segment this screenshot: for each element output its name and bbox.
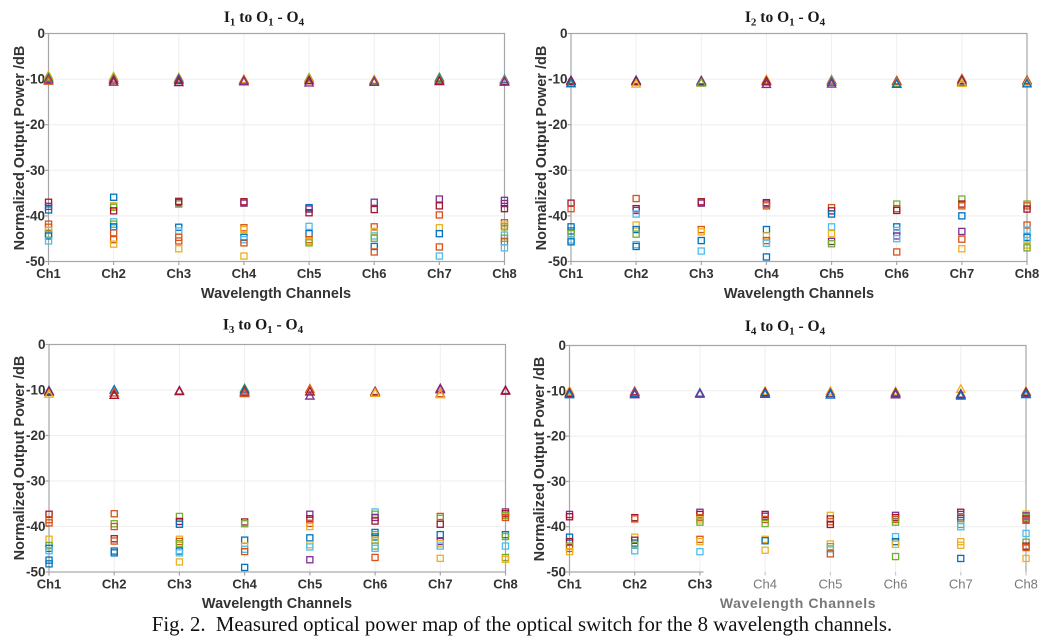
svg-text:-20: -20	[25, 117, 45, 132]
svg-text:Ch4: Ch4	[754, 266, 779, 281]
svg-text:Ch6: Ch6	[884, 266, 909, 281]
svg-text:Ch2: Ch2	[102, 577, 127, 592]
svg-text:Ch4: Ch4	[232, 577, 257, 592]
svg-text:I3 to O1 - O4: I3 to O1 - O4	[223, 317, 304, 337]
svg-text:-20: -20	[26, 428, 46, 443]
svg-text:-30: -30	[548, 163, 568, 178]
svg-text:Ch6: Ch6	[884, 577, 908, 592]
svg-text:Ch8: Ch8	[493, 577, 518, 592]
svg-text:-10: -10	[26, 383, 46, 398]
svg-text:Ch1: Ch1	[557, 577, 582, 592]
svg-text:Ch8: Ch8	[492, 266, 517, 281]
svg-text:I4 to O1 - O4: I4 to O1 - O4	[745, 318, 826, 338]
svg-text:-30: -30	[26, 474, 46, 489]
svg-text:Ch8: Ch8	[1015, 266, 1040, 281]
svg-text:0: 0	[560, 26, 568, 41]
svg-text:Ch5: Ch5	[297, 266, 322, 281]
svg-text:Ch1: Ch1	[559, 266, 584, 281]
svg-text:Ch6: Ch6	[363, 577, 388, 592]
svg-text:Ch2: Ch2	[622, 577, 647, 592]
svg-text:Ch3: Ch3	[167, 266, 192, 281]
svg-text:Ch1: Ch1	[37, 577, 62, 592]
svg-text:Normalized Output Power /dB: Normalized Output Power /dB	[12, 356, 28, 561]
svg-text:Wavelength Channels: Wavelength Channels	[720, 595, 876, 611]
svg-text:-40: -40	[546, 519, 566, 534]
svg-text:-30: -30	[546, 474, 566, 489]
svg-text:Ch7: Ch7	[950, 266, 975, 281]
svg-text:Ch3: Ch3	[689, 266, 714, 281]
svg-text:-10: -10	[546, 383, 566, 398]
svg-text:Ch4: Ch4	[232, 266, 257, 281]
svg-text:-50: -50	[546, 565, 566, 580]
svg-text:Ch7: Ch7	[427, 266, 452, 281]
svg-text:0: 0	[558, 338, 566, 353]
svg-text:-10: -10	[548, 72, 568, 87]
svg-text:Ch1: Ch1	[36, 266, 61, 281]
svg-text:0: 0	[37, 26, 45, 41]
svg-text:Ch6: Ch6	[362, 266, 387, 281]
svg-text:Ch2: Ch2	[624, 266, 649, 281]
svg-text:-30: -30	[25, 163, 45, 178]
svg-text:Wavelength Channels: Wavelength Channels	[202, 596, 352, 612]
svg-text:-20: -20	[546, 429, 566, 444]
svg-text:Fig. 2. Measured optical powe: Fig. 2. Measured optical power map of th…	[152, 613, 892, 636]
svg-text:I1 to O1 - O4: I1 to O1 - O4	[224, 9, 305, 29]
svg-text:Ch7: Ch7	[949, 577, 973, 592]
svg-text:Ch2: Ch2	[101, 266, 126, 281]
svg-text:Normalized Output Power /dB: Normalized Output Power /dB	[12, 46, 28, 251]
svg-text:-50: -50	[26, 565, 46, 580]
svg-text:-50: -50	[548, 254, 568, 269]
svg-text:I2 to O1 - O4: I2 to O1 - O4	[745, 9, 826, 29]
svg-text:-40: -40	[26, 519, 46, 534]
svg-text:0: 0	[38, 337, 46, 352]
svg-text:Ch3: Ch3	[167, 577, 192, 592]
svg-text:Ch5: Ch5	[298, 577, 323, 592]
svg-text:-40: -40	[25, 208, 45, 223]
svg-text:Ch8: Ch8	[1014, 577, 1038, 592]
svg-text:Ch7: Ch7	[428, 577, 453, 592]
svg-text:-20: -20	[548, 117, 568, 132]
svg-text:Wavelength Channels: Wavelength Channels	[201, 286, 351, 302]
svg-text:Ch5: Ch5	[818, 577, 842, 592]
svg-text:Ch3: Ch3	[688, 577, 713, 592]
svg-text:-40: -40	[548, 208, 568, 223]
svg-text:-50: -50	[25, 254, 45, 269]
svg-text:-10: -10	[25, 72, 45, 87]
svg-text:Normalized Output Power /dB: Normalized Output Power /dB	[534, 46, 550, 251]
svg-text:Normalized Output Power /dB: Normalized Output Power /dB	[532, 357, 548, 562]
svg-text:Ch4: Ch4	[753, 577, 777, 592]
svg-text:Ch5: Ch5	[819, 266, 844, 281]
svg-text:Wavelength Channels: Wavelength Channels	[724, 286, 874, 302]
